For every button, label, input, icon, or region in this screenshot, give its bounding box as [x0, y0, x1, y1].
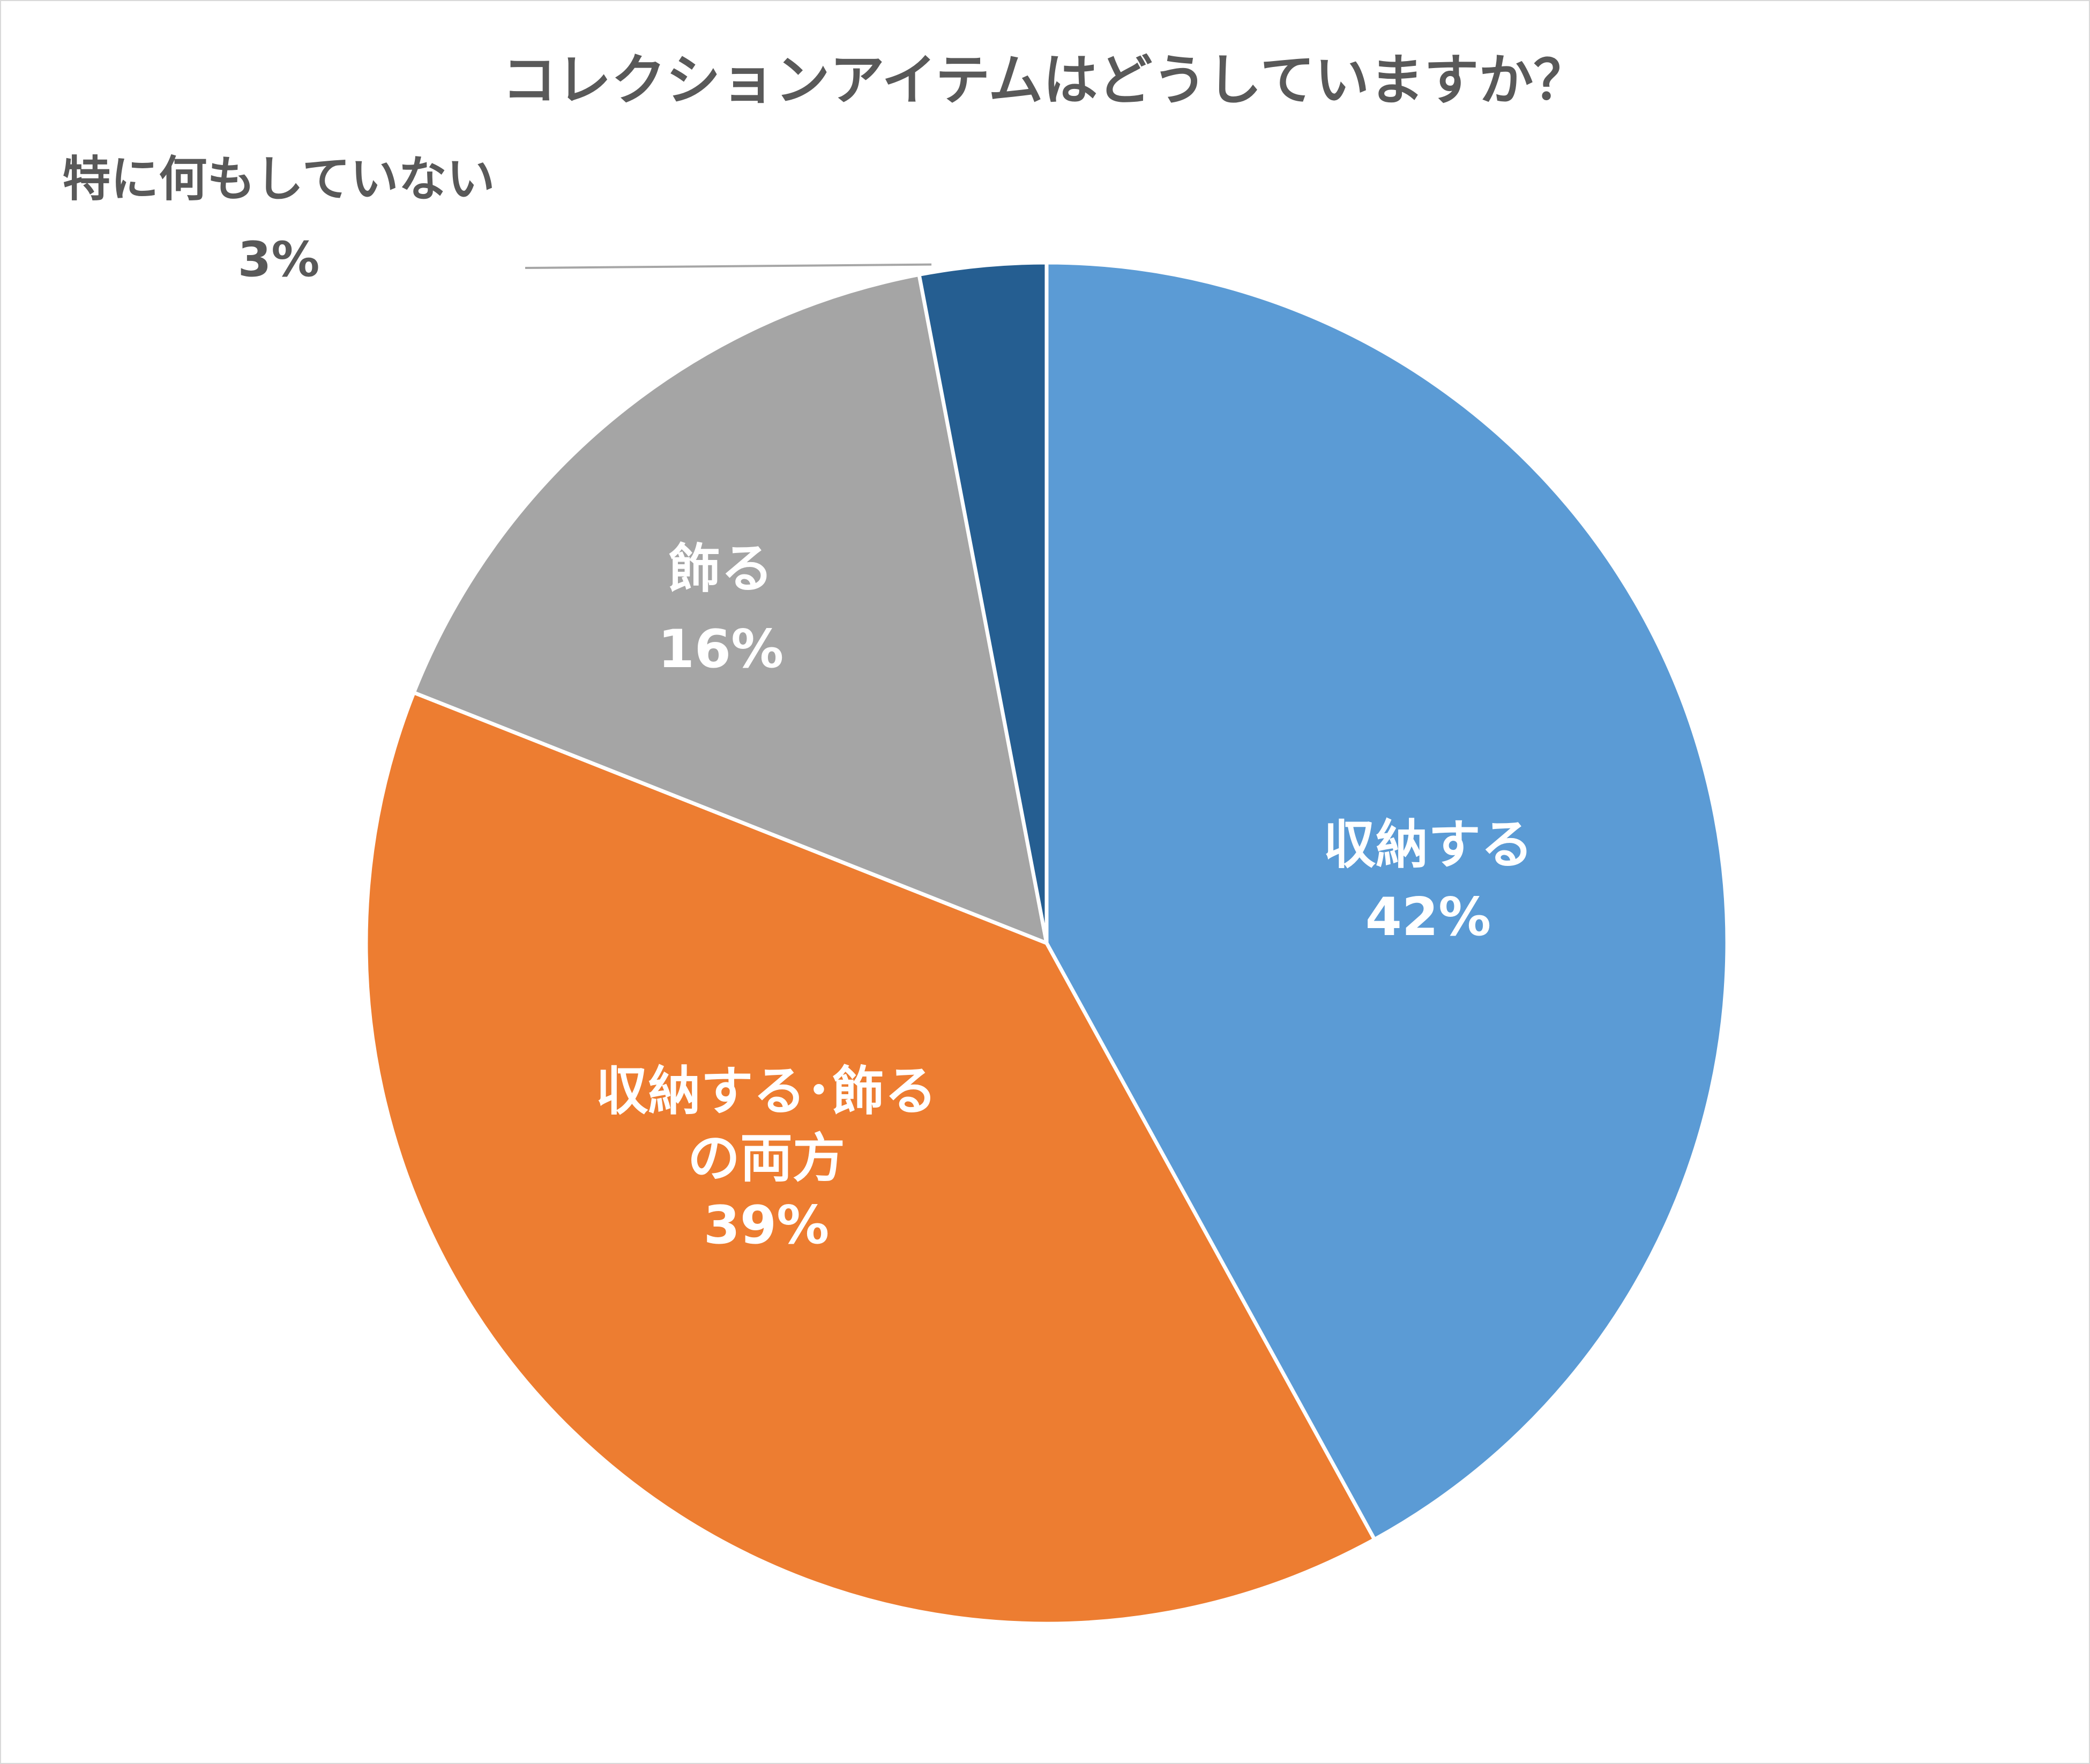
data-labels: 収納する 42% 収納する･飾るの両方 39% 飾る 16% 特に何もしていない 3%: [62, 151, 1533, 1256]
data-label-value: 16%: [658, 619, 784, 680]
slice-both: [364, 690, 1377, 1626]
data-label-category: 収納する: [1323, 814, 1533, 876]
slice-store-label: 収納する 42%: [1323, 814, 1533, 948]
data-label-category: 特に何もしていない: [62, 151, 495, 207]
data-label-value: 42%: [1365, 887, 1491, 948]
slice-store: [1044, 260, 1729, 1542]
chart-title: コレクションアイテムはどうしていますか？: [502, 49, 1588, 113]
leader-lines: [525, 263, 932, 269]
slice-display: [411, 272, 1049, 946]
data-label-category: 飾る: [668, 539, 773, 600]
data-label-value: 3%: [238, 231, 320, 288]
pie-slices: [364, 260, 1729, 1626]
slice-both-label: 収納する･飾るの両方 39%: [595, 1061, 937, 1256]
data-label-value: 39%: [704, 1195, 830, 1256]
leader-line: [525, 263, 932, 269]
data-label-category: の両方: [688, 1128, 845, 1189]
slice-display-label: 飾る 16%: [658, 539, 784, 680]
slice-nothing-label: 特に何もしていない 3%: [62, 151, 495, 288]
data-label-category: 収納する･飾る: [595, 1061, 937, 1122]
slice-nothing: [916, 260, 1049, 944]
